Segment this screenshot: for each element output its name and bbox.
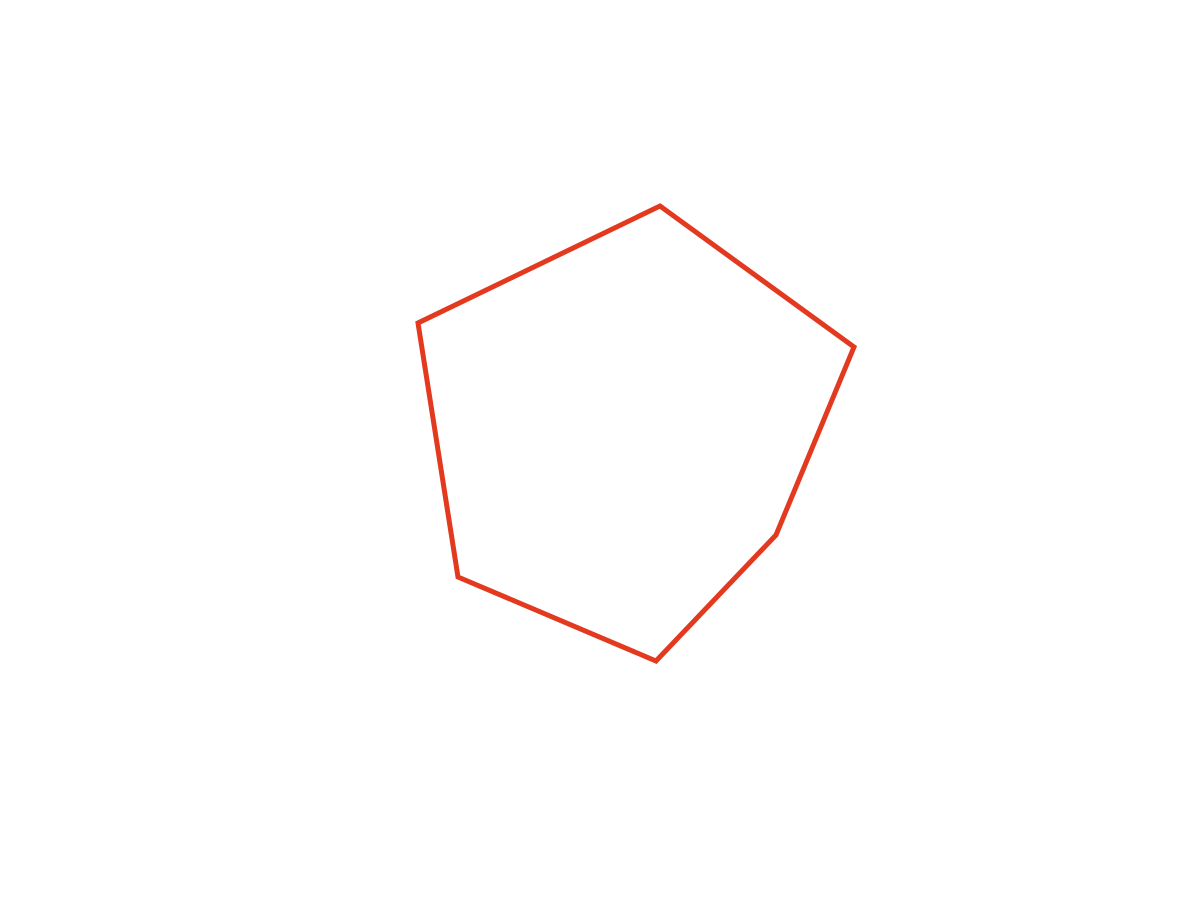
hexagon-outline [415, 203, 858, 664]
